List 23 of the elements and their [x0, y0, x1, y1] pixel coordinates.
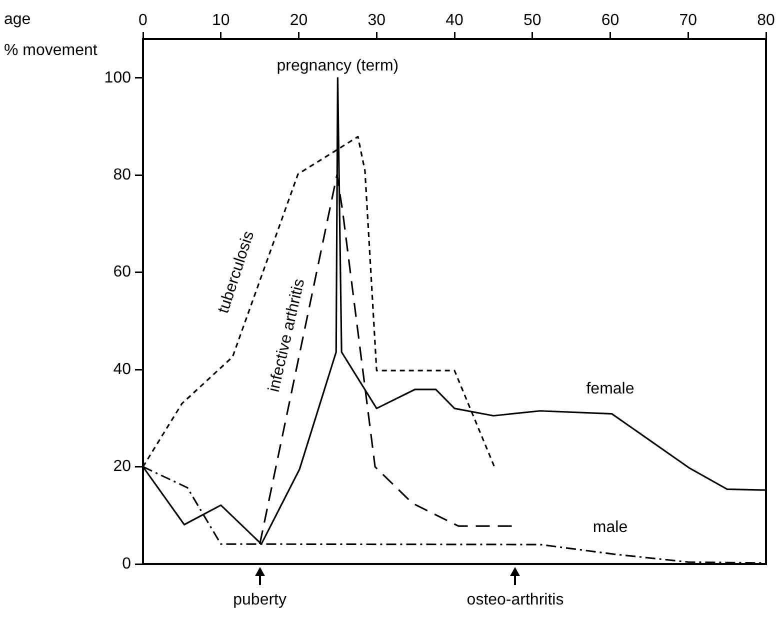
- y-tick-label: 60: [113, 264, 132, 281]
- x-tick-label: 40: [446, 12, 464, 29]
- x-tick-label: 70: [679, 12, 698, 29]
- text: infective arthritis: [266, 277, 308, 394]
- y-axis-title: % movement: [4, 42, 98, 59]
- x-tick-label: 10: [212, 12, 230, 29]
- text: puberty: [233, 591, 286, 608]
- y-tick-label: 100: [104, 69, 132, 86]
- x-tick-label: 20: [290, 12, 308, 29]
- x-axis-title: age: [4, 11, 31, 28]
- x-tick-label: 0: [138, 12, 148, 29]
- y-tick-label: 40: [113, 360, 132, 378]
- y-tick-label: 20: [113, 458, 132, 476]
- y-tick-label: 80: [113, 166, 132, 184]
- x-tick-label: 50: [523, 12, 542, 29]
- series-label: female: [586, 380, 634, 398]
- text: osteo-arthritis: [466, 591, 564, 608]
- series-label: male: [592, 518, 628, 536]
- y-tick-label: 0: [122, 555, 132, 572]
- x-tick-label: 60: [601, 12, 620, 29]
- x-tick-label: 80: [757, 12, 775, 29]
- x-tick-label: 30: [368, 12, 386, 29]
- annotation: pregnancy (term): [276, 57, 399, 74]
